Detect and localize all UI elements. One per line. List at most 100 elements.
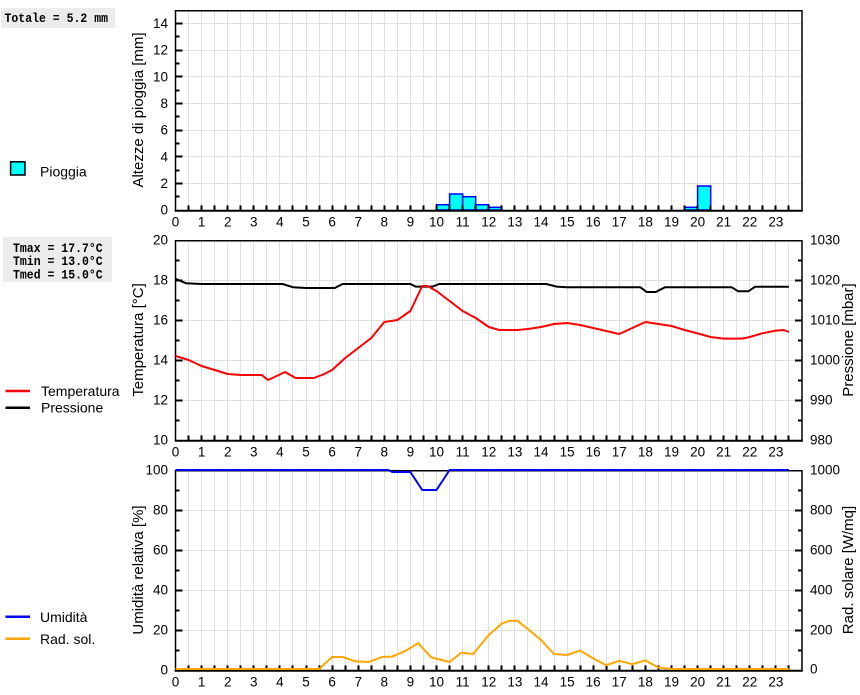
- svg-text:22: 22: [742, 675, 757, 690]
- svg-text:18: 18: [638, 445, 653, 460]
- svg-text:Rad. sol.: Rad. sol.: [40, 631, 95, 647]
- svg-text:6: 6: [160, 123, 168, 138]
- svg-text:20: 20: [690, 675, 705, 690]
- svg-text:22: 22: [742, 445, 757, 460]
- svg-text:11: 11: [456, 215, 470, 230]
- svg-text:Tmax = 17.7°C: Tmax = 17.7°C: [13, 241, 103, 256]
- svg-text:13: 13: [507, 445, 522, 460]
- svg-text:21: 21: [716, 215, 731, 230]
- svg-text:Pressione: Pressione: [41, 400, 103, 416]
- svg-text:16: 16: [586, 445, 601, 460]
- svg-text:19: 19: [664, 215, 679, 230]
- svg-text:3: 3: [250, 675, 258, 690]
- svg-text:6: 6: [328, 675, 336, 690]
- svg-text:7: 7: [354, 445, 362, 460]
- svg-text:1: 1: [198, 215, 206, 230]
- svg-text:Umidità: Umidità: [40, 609, 88, 625]
- svg-text:23: 23: [768, 215, 783, 230]
- svg-text:7: 7: [354, 675, 362, 690]
- svg-text:3: 3: [250, 445, 258, 460]
- svg-text:12: 12: [153, 43, 168, 58]
- svg-text:2: 2: [224, 445, 232, 460]
- svg-text:6: 6: [328, 445, 336, 460]
- svg-text:8: 8: [381, 675, 389, 690]
- svg-text:2: 2: [224, 215, 232, 230]
- svg-text:17: 17: [612, 215, 627, 230]
- svg-text:13: 13: [507, 675, 522, 690]
- svg-text:80: 80: [153, 503, 168, 518]
- svg-text:Pioggia: Pioggia: [40, 164, 87, 180]
- svg-text:1030: 1030: [810, 233, 840, 248]
- svg-text:40: 40: [153, 583, 168, 598]
- svg-text:20: 20: [153, 623, 168, 638]
- svg-text:10: 10: [429, 675, 444, 690]
- svg-text:10: 10: [153, 433, 168, 448]
- svg-text:400: 400: [810, 583, 833, 598]
- svg-text:14: 14: [533, 675, 549, 690]
- svg-text:5: 5: [302, 445, 310, 460]
- svg-text:16: 16: [586, 215, 601, 230]
- svg-text:11: 11: [456, 445, 470, 460]
- svg-text:13: 13: [507, 215, 522, 230]
- svg-text:Totale = 5.2 mm: Totale = 5.2 mm: [5, 11, 109, 26]
- svg-text:10: 10: [153, 69, 168, 84]
- svg-text:20: 20: [690, 215, 705, 230]
- svg-text:9: 9: [407, 445, 415, 460]
- svg-text:200: 200: [810, 623, 833, 638]
- svg-text:4: 4: [276, 675, 284, 690]
- svg-text:10: 10: [429, 215, 444, 230]
- svg-text:Temperatura [°C]: Temperatura [°C]: [130, 283, 147, 397]
- svg-text:60: 60: [153, 543, 168, 558]
- svg-text:4: 4: [276, 215, 284, 230]
- svg-text:15: 15: [560, 445, 575, 460]
- svg-text:0: 0: [160, 663, 168, 678]
- svg-text:20: 20: [690, 445, 705, 460]
- svg-text:990: 990: [810, 393, 833, 408]
- svg-text:Temperatura: Temperatura: [41, 383, 120, 399]
- svg-text:11: 11: [456, 675, 470, 690]
- svg-text:980: 980: [810, 433, 833, 448]
- svg-text:4: 4: [276, 445, 284, 460]
- svg-text:Tmed = 15.0°C: Tmed = 15.0°C: [13, 267, 103, 282]
- svg-text:18: 18: [638, 215, 653, 230]
- svg-text:600: 600: [810, 543, 833, 558]
- svg-text:Tmin = 13.0°C: Tmin = 13.0°C: [13, 254, 103, 269]
- svg-text:14: 14: [153, 16, 169, 31]
- svg-text:9: 9: [407, 675, 415, 690]
- svg-text:20: 20: [153, 233, 168, 248]
- svg-text:1010: 1010: [810, 313, 840, 328]
- svg-text:5: 5: [302, 215, 310, 230]
- svg-text:22: 22: [742, 215, 757, 230]
- svg-text:Altezze di pioggia [mm]: Altezze di pioggia [mm]: [130, 32, 147, 187]
- svg-text:Umidità relativa [%]: Umidità relativa [%]: [130, 505, 147, 634]
- svg-text:16: 16: [153, 313, 168, 328]
- svg-text:Pressione [mbar]: Pressione [mbar]: [840, 283, 857, 396]
- svg-text:23: 23: [768, 675, 783, 690]
- svg-text:8: 8: [381, 215, 389, 230]
- svg-text:8: 8: [160, 96, 168, 111]
- svg-text:4: 4: [160, 149, 168, 164]
- svg-text:15: 15: [560, 675, 575, 690]
- svg-text:100: 100: [145, 463, 168, 478]
- svg-text:0: 0: [810, 662, 818, 677]
- svg-text:Rad. solare [W/mq]: Rad. solare [W/mq]: [840, 506, 857, 634]
- svg-text:17: 17: [612, 675, 627, 690]
- svg-text:18: 18: [153, 273, 168, 288]
- svg-text:19: 19: [664, 445, 679, 460]
- svg-text:15: 15: [560, 215, 575, 230]
- svg-text:1: 1: [198, 445, 206, 460]
- svg-text:12: 12: [481, 215, 496, 230]
- svg-text:16: 16: [586, 675, 601, 690]
- svg-text:21: 21: [716, 675, 731, 690]
- svg-text:9: 9: [407, 215, 415, 230]
- svg-text:5: 5: [302, 675, 310, 690]
- svg-text:0: 0: [172, 215, 180, 230]
- svg-text:2: 2: [160, 176, 168, 191]
- svg-text:18: 18: [638, 675, 653, 690]
- svg-text:10: 10: [429, 445, 444, 460]
- svg-text:23: 23: [768, 445, 783, 460]
- svg-text:1000: 1000: [810, 353, 840, 368]
- svg-text:1: 1: [198, 675, 206, 690]
- svg-text:14: 14: [533, 215, 549, 230]
- svg-text:12: 12: [481, 675, 496, 690]
